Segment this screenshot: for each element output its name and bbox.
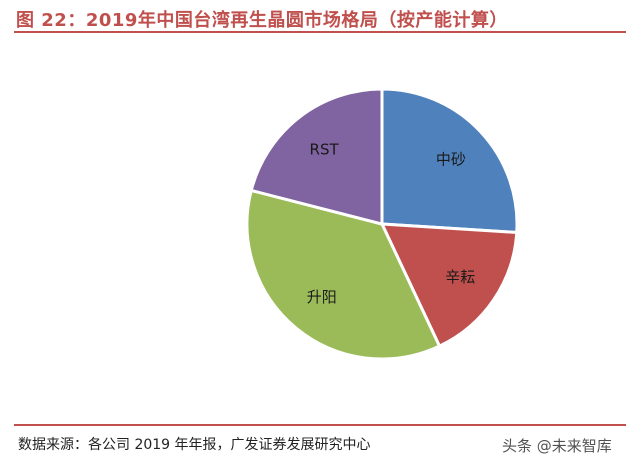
pie-slice-1 bbox=[380, 222, 519, 348]
figure-title: 图 22：2019年中国台湾再生晶圆市场格局（按产能计算） bbox=[16, 10, 508, 31]
pie-slice-label-2: 升阳 bbox=[307, 288, 337, 306]
title-divider bbox=[14, 31, 626, 33]
pie-slice-label-3: RST bbox=[310, 140, 340, 158]
pie-slice-label-1: 辛耘 bbox=[445, 268, 475, 286]
data-source-note: 数据来源：各公司 2019 年年报，广发证券发展研究中心 bbox=[18, 437, 371, 453]
footer-divider bbox=[14, 424, 626, 426]
watermark: 头条 @未来智库 bbox=[502, 437, 612, 455]
pie-slice-label-0: 中砂 bbox=[436, 150, 466, 168]
pie-slice-3 bbox=[249, 87, 384, 226]
pie-slice-2 bbox=[245, 188, 441, 361]
pie-slice-0 bbox=[380, 87, 519, 234]
